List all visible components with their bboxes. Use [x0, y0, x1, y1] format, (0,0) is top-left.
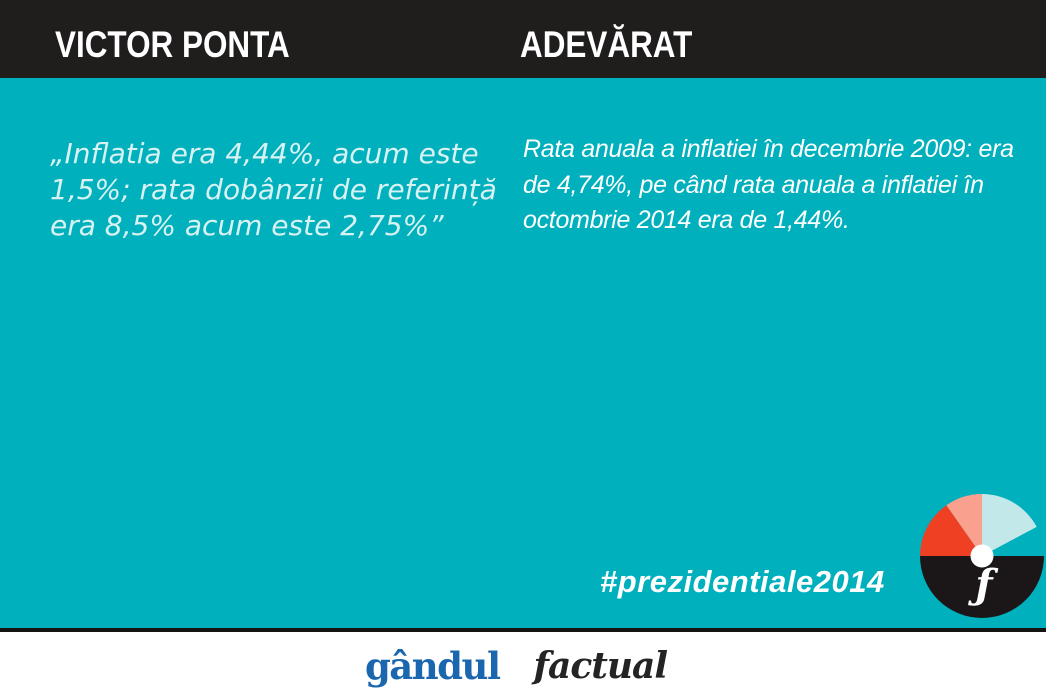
- hashtag-label: #prezidentiale2014: [600, 564, 885, 599]
- claim-line-2: 1,5%; rata dobânzii de referință: [50, 173, 497, 206]
- dial-black-half: [920, 556, 1044, 618]
- footer-bar: gândul factual: [0, 632, 1046, 700]
- person-name: VICTOR PONTA: [55, 24, 290, 65]
- verdict-dial-icon: ƒ: [920, 494, 1044, 618]
- claim-quote: „Inflatia era 4,44%, acum este 1,5%; rat…: [50, 136, 497, 244]
- claim-line-3: era 8,5% acum este 2,75%”: [50, 209, 444, 242]
- fact-line-2: de 4,74%, pe când rata anuala a inflatie…: [523, 170, 984, 199]
- fact-text: Rata anuala a inflatiei în decembrie 200…: [523, 132, 1014, 239]
- dial-salmon-wedge: [946, 494, 982, 556]
- dial-red-wedge: [920, 505, 982, 556]
- header-bar: VICTOR PONTA ADEVĂRAT: [0, 0, 1046, 78]
- fact-line-1: Rata anuala a inflatiei în decembrie 200…: [523, 135, 1014, 163]
- verdict-label: ADEVĂRAT: [520, 24, 693, 65]
- card-body: „Inflatia era 4,44%, acum este 1,5%; rat…: [0, 78, 1046, 632]
- dial-pivot-dot: [970, 544, 994, 568]
- dial-cyan-wedge: [982, 494, 1037, 556]
- claim-line-1: „Inflatia era 4,44%, acum este: [50, 137, 479, 170]
- fact-line-3: octombrie 2014 era de 1,44%.: [523, 206, 850, 234]
- gandul-logo: gândul: [364, 644, 501, 688]
- factual-logo: factual: [533, 645, 669, 687]
